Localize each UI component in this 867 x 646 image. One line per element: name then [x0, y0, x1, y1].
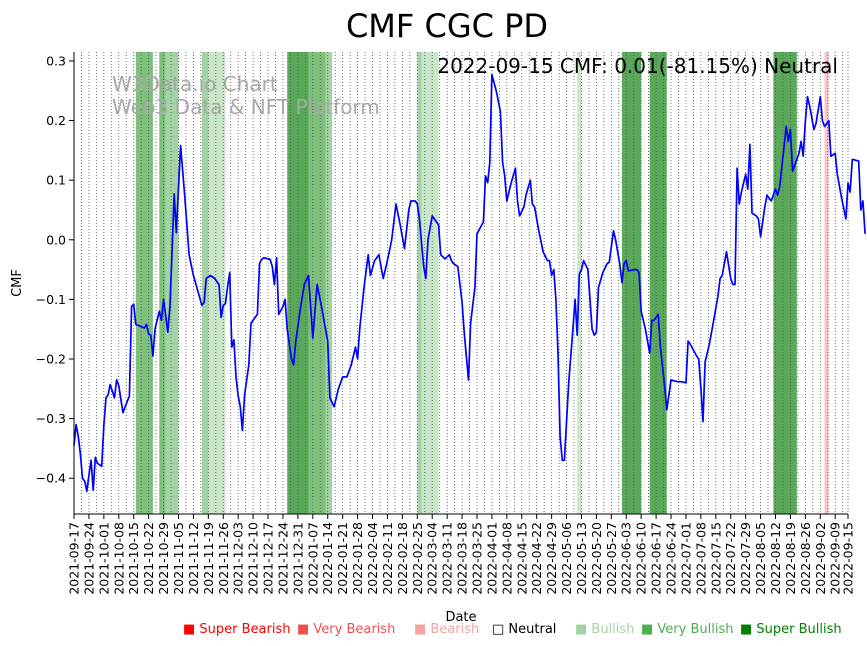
x-tick-label: 2022-02-18: [395, 522, 410, 595]
x-tick-label: 2021-11-19: [201, 522, 216, 595]
cmf-series-line: [73, 73, 866, 493]
y-ticks: −0.4 −0.3 −0.2 −0.1 0.0 0.1 0.2 0.3: [36, 53, 74, 486]
signal-band-strong: [621, 52, 642, 514]
x-tick-label: 2022-01-28: [350, 522, 365, 595]
signal-band-bull: [165, 52, 179, 514]
y-tick-label: 0.0: [46, 232, 66, 247]
x-tick-label: 2022-07-01: [678, 522, 693, 595]
signal-band-light: [208, 52, 226, 514]
legend-item: ■ Bullish: [575, 622, 634, 637]
x-tick-label: 2022-07-29: [738, 522, 753, 595]
x-tick-label: 2022-09-02: [813, 522, 828, 595]
x-tick-label: 2021-11-26: [216, 522, 231, 595]
x-tick-label: 2022-03-11: [440, 522, 455, 595]
signal-band-bear: [824, 52, 829, 514]
x-tick-label: 2022-06-24: [664, 522, 679, 595]
x-tick-label: 2022-08-12: [768, 522, 783, 595]
y-tick-label: −0.1: [36, 292, 66, 307]
legend: ■ Super Bearish ■ Very Bearish ■ Bearish □ …: [183, 622, 842, 637]
x-tick-label: 2022-04-15: [514, 522, 529, 595]
signal-band-bull: [417, 52, 422, 514]
x-tick-label: 2022-02-11: [380, 522, 395, 595]
x-tick-label: 2022-02-04: [365, 522, 380, 595]
x-tick-label: 2022-05-13: [574, 522, 589, 595]
x-tick-label: 2021-09-17: [67, 522, 82, 595]
watermark-line-2: Web3 Data & NFT Platform: [112, 95, 380, 119]
x-tick-label: 2022-09-09: [828, 522, 843, 595]
x-axis-label: Date: [445, 610, 476, 625]
x-tick-label: 2022-02-25: [410, 522, 425, 595]
x-tick-label: 2022-04-29: [544, 522, 559, 595]
x-tick-label: 2021-12-24: [275, 522, 290, 595]
x-tick-label: 2022-07-15: [708, 522, 723, 595]
signal-band-very: [135, 52, 153, 514]
x-tick-label: 2022-05-06: [559, 522, 574, 595]
x-tick-label: 2022-01-07: [305, 522, 320, 595]
x-tick-label: 2022-08-19: [783, 522, 798, 595]
watermark: W3Data.io Chart Web3 Data & NFT Platform: [112, 72, 380, 119]
legend-item: ■ Super Bullish: [740, 622, 842, 637]
x-tick-label: 2021-10-08: [111, 522, 126, 595]
y-tick-label: 0.3: [46, 53, 66, 68]
y-tick-label: −0.3: [36, 411, 66, 426]
legend-item: ■ Super Bearish: [183, 622, 291, 637]
legend-item: ■ Very Bullish: [641, 622, 733, 637]
y-axis-label: CMF: [10, 269, 25, 297]
signal-band-strong: [649, 52, 667, 514]
x-tick-label: 2022-03-04: [425, 522, 440, 595]
x-tick-label: 2021-10-22: [141, 522, 156, 595]
x-tick-label: 2022-07-08: [693, 522, 708, 595]
x-tick-label: 2022-03-18: [455, 522, 470, 595]
x-tick-label: 2022-04-01: [484, 522, 499, 595]
x-tick-label: 2021-10-01: [96, 522, 111, 595]
x-tick-label: 2022-09-15: [841, 522, 856, 595]
x-tick-label: 2022-08-05: [753, 522, 768, 595]
signal-band-light: [421, 52, 439, 514]
x-ticks: 2021-09-17 2021-09-24 2021-10-01 2021-10-08…: [67, 514, 856, 595]
latest-value-annotation: 2022-09-15 CMF: 0.01(-81.15%) Neutral: [437, 54, 838, 78]
x-tick-label: 2022-04-08: [499, 522, 514, 595]
x-tick-label: 2022-03-25: [469, 522, 484, 595]
y-tick-label: −0.4: [36, 471, 66, 486]
signal-band-bull: [325, 52, 332, 514]
y-tick-label: −0.2: [36, 352, 66, 367]
chart-title: CMF CGC PD: [346, 7, 548, 45]
x-tick-label: 2021-10-29: [156, 522, 171, 595]
legend-item: ■ Very Bearish: [297, 622, 395, 637]
legend-item: ■ Bearish: [414, 622, 479, 637]
x-tick-label: 2022-04-22: [529, 522, 544, 595]
x-tick-label: 2021-11-12: [186, 522, 201, 595]
signal-band-very: [308, 52, 326, 514]
x-tick-label: 2021-12-10: [246, 522, 261, 595]
x-tick-label: 2021-12-17: [261, 522, 276, 595]
x-tick-label: 2021-10-15: [126, 522, 141, 595]
x-tick-label: 2022-06-03: [619, 522, 634, 595]
watermark-line-1: W3Data.io Chart: [112, 72, 278, 96]
x-tick-label: 2022-05-27: [604, 522, 619, 595]
x-tick-label: 2022-08-26: [798, 522, 813, 595]
x-gridlines: [73, 52, 849, 514]
x-tick-label: 2022-01-14: [320, 522, 335, 595]
x-tick-label: 2021-11-05: [171, 522, 186, 595]
signal-band-very: [159, 52, 166, 514]
legend-item: □ Neutral: [492, 622, 556, 637]
x-tick-label: 2022-05-20: [589, 522, 604, 595]
y-tick-label: 0.1: [46, 173, 66, 188]
axes: [73, 52, 848, 515]
x-tick-label: 2022-06-17: [649, 522, 664, 595]
x-tick-label: 2021-09-24: [81, 522, 96, 595]
y-tick-label: 0.2: [46, 113, 66, 128]
x-tick-label: 2021-12-03: [231, 522, 246, 595]
signal-bands: [135, 52, 829, 514]
x-tick-label: 2021-12-31: [290, 522, 305, 595]
x-tick-label: 2022-06-10: [634, 522, 649, 595]
x-tick-label: 2022-07-22: [723, 522, 738, 595]
x-tick-label: 2022-01-21: [335, 522, 350, 595]
signal-band-strong: [773, 52, 797, 514]
